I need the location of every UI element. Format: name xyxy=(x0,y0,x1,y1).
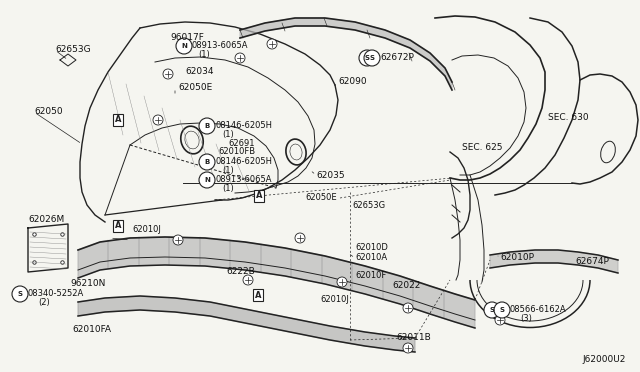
Text: 62050E: 62050E xyxy=(305,193,337,202)
Text: 62034: 62034 xyxy=(185,67,214,77)
Text: A: A xyxy=(255,291,261,299)
Polygon shape xyxy=(78,296,415,352)
Circle shape xyxy=(295,233,305,243)
Text: 62010D: 62010D xyxy=(355,244,388,253)
Text: 62653G: 62653G xyxy=(352,201,385,209)
Text: A: A xyxy=(256,192,262,201)
Text: (2): (2) xyxy=(38,298,50,308)
Text: 08146-6205H: 08146-6205H xyxy=(215,122,272,131)
Text: 08146-6205H: 08146-6205H xyxy=(215,157,272,167)
Text: 62090: 62090 xyxy=(338,77,367,87)
Text: 08566-6162A: 08566-6162A xyxy=(510,305,566,314)
Text: (1): (1) xyxy=(198,51,210,60)
Text: S: S xyxy=(499,307,504,313)
Circle shape xyxy=(243,275,253,285)
Polygon shape xyxy=(490,250,618,273)
Text: (3): (3) xyxy=(520,314,532,324)
Text: 62011B: 62011B xyxy=(396,334,431,343)
Circle shape xyxy=(12,286,28,302)
Text: S: S xyxy=(17,291,22,297)
Text: 62050: 62050 xyxy=(34,108,63,116)
Text: 62050E: 62050E xyxy=(178,83,212,93)
Text: 96017F: 96017F xyxy=(170,33,204,42)
Text: 6222B: 6222B xyxy=(226,267,255,276)
Text: 62010P: 62010P xyxy=(500,253,534,263)
Circle shape xyxy=(235,53,245,63)
Text: 08913-6065A: 08913-6065A xyxy=(192,42,248,51)
Text: 62672P: 62672P xyxy=(380,54,414,62)
Text: J62000U2: J62000U2 xyxy=(582,356,625,365)
Circle shape xyxy=(163,69,173,79)
Text: 62010J: 62010J xyxy=(320,295,349,305)
Circle shape xyxy=(176,38,192,54)
Text: (1): (1) xyxy=(222,185,234,193)
Circle shape xyxy=(403,303,413,313)
Text: S: S xyxy=(365,55,369,61)
Circle shape xyxy=(199,118,215,134)
Text: A: A xyxy=(115,115,121,125)
Circle shape xyxy=(364,50,380,66)
Text: N: N xyxy=(181,43,187,49)
Circle shape xyxy=(337,277,347,287)
Circle shape xyxy=(359,50,375,66)
Text: N: N xyxy=(204,177,210,183)
Circle shape xyxy=(153,115,163,125)
Text: B: B xyxy=(204,123,210,129)
Text: 62022: 62022 xyxy=(392,280,420,289)
Text: 62010FB: 62010FB xyxy=(218,148,255,157)
Text: SEC. 625: SEC. 625 xyxy=(462,144,502,153)
Text: 62691: 62691 xyxy=(228,138,255,148)
Circle shape xyxy=(173,235,183,245)
Text: 08340-5252A: 08340-5252A xyxy=(28,289,84,298)
Text: (1): (1) xyxy=(222,167,234,176)
Text: 62010A: 62010A xyxy=(355,253,387,263)
Text: 62010FA: 62010FA xyxy=(72,326,111,334)
Text: A: A xyxy=(115,221,121,231)
Text: 62035: 62035 xyxy=(316,170,344,180)
Circle shape xyxy=(199,172,215,188)
Circle shape xyxy=(267,39,277,49)
Text: 62653G: 62653G xyxy=(55,45,91,55)
Text: B: B xyxy=(204,159,210,165)
Text: 96210N: 96210N xyxy=(70,279,106,288)
Text: 62026M: 62026M xyxy=(28,215,64,224)
Text: 62010F: 62010F xyxy=(355,270,387,279)
Circle shape xyxy=(494,302,510,318)
Circle shape xyxy=(199,154,215,170)
Text: SEC. 630: SEC. 630 xyxy=(548,113,589,122)
Text: (1): (1) xyxy=(222,131,234,140)
Circle shape xyxy=(403,343,413,353)
Polygon shape xyxy=(78,237,475,328)
Text: 62010J: 62010J xyxy=(132,225,161,234)
Text: 08913-6065A: 08913-6065A xyxy=(215,176,271,185)
Circle shape xyxy=(484,302,500,318)
Polygon shape xyxy=(240,18,452,90)
Circle shape xyxy=(495,315,505,325)
Text: S: S xyxy=(369,55,374,61)
Text: 62674P: 62674P xyxy=(575,257,609,266)
Text: S: S xyxy=(490,307,495,313)
